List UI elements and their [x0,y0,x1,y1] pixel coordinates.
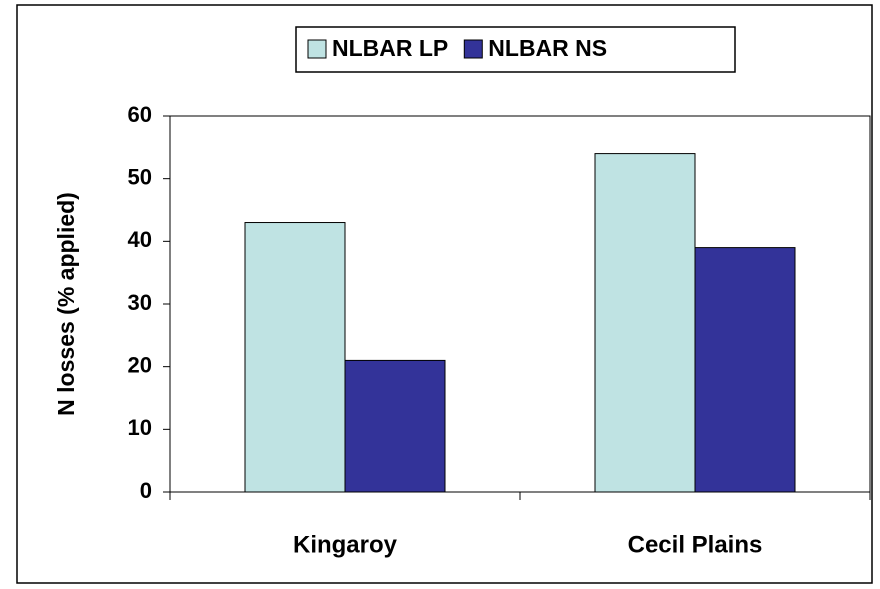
bar [694,247,796,493]
y-tick-label: 50 [128,164,152,189]
y-tick-label: 30 [128,290,152,315]
y-tick-label: 10 [128,415,152,440]
y-axis-label: N losses (% applied) [53,192,79,416]
x-tick-label: Cecil Plains [628,531,763,558]
legend-box [295,26,736,73]
bar [244,222,346,493]
bar [344,359,446,493]
y-tick-label: 20 [128,352,152,377]
legend-swatch [307,39,327,59]
y-tick-label: 0 [140,478,152,503]
legend-label: NLBAR LP [332,35,448,61]
x-tick-label: Kingaroy [293,531,398,558]
y-tick-label: 40 [128,227,152,252]
y-tick-label: 60 [128,102,152,127]
legend-swatch [463,39,483,59]
bar [594,153,696,493]
legend-label: NLBAR NS [488,35,607,61]
